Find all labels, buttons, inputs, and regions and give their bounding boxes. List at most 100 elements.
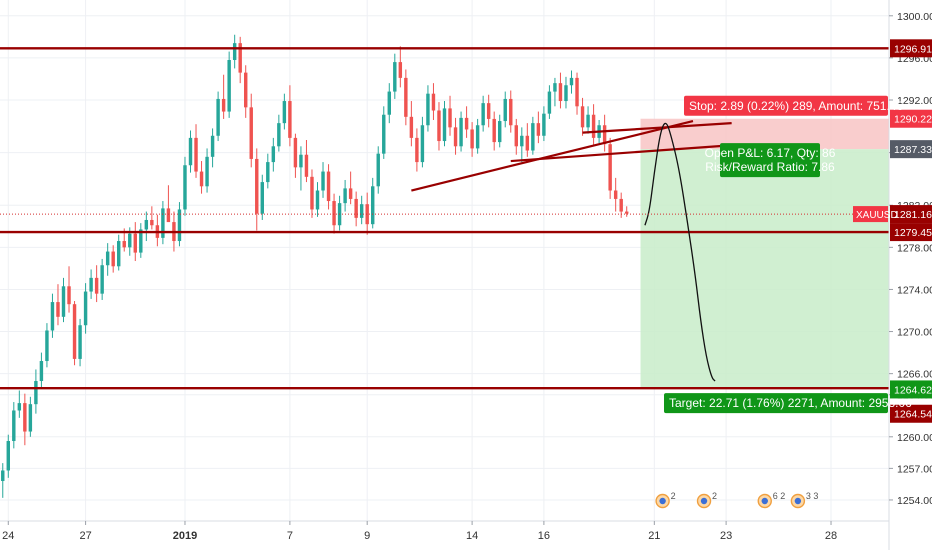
candle-body <box>409 116 414 138</box>
candle <box>365 192 369 235</box>
event-count: 2 <box>671 491 676 501</box>
candle-body <box>569 77 574 86</box>
candle-body <box>332 201 336 226</box>
event-marker[interactable]: 2 <box>655 491 676 509</box>
price-tick-label: 1274.00 <box>897 284 932 296</box>
candle-body <box>602 125 607 145</box>
candle-body <box>266 162 270 183</box>
candle-body <box>415 137 419 163</box>
candle-body <box>365 204 369 225</box>
candle <box>448 95 452 136</box>
candle <box>409 101 414 147</box>
candle <box>531 116 535 155</box>
trendline[interactable] <box>411 119 694 192</box>
candle-body <box>553 83 557 92</box>
candle <box>382 106 386 159</box>
candle <box>105 243 110 276</box>
candle <box>288 85 292 147</box>
target-info-box[interactable]: Target: 22.71 (1.76%) 2271, Amount: 2953… <box>664 393 912 414</box>
candle-body <box>199 171 204 187</box>
candle <box>94 265 99 303</box>
candle <box>78 318 82 367</box>
flag-icon <box>700 497 708 505</box>
candle <box>520 127 524 163</box>
candle-body <box>100 265 104 294</box>
candle <box>547 85 552 119</box>
candle-body <box>575 77 579 107</box>
candle-body <box>260 182 264 214</box>
candle <box>67 266 71 313</box>
candle-body <box>558 83 563 102</box>
candle-body <box>376 153 380 187</box>
flag-icon <box>794 497 802 505</box>
entry-price-label: 1287.33 <box>890 140 932 159</box>
candle <box>255 148 259 231</box>
projection-curve[interactable] <box>644 122 716 382</box>
pl-info-box[interactable]: Open P&L: 6.17, Qty: 86 Risk/Reward Rati… <box>705 143 836 178</box>
candle-body <box>78 325 82 359</box>
candle-body <box>282 101 287 124</box>
candle-body <box>304 154 309 177</box>
candle <box>315 182 320 217</box>
candle-body <box>205 156 209 187</box>
candle <box>376 146 380 194</box>
candle-body <box>591 114 596 138</box>
candle <box>348 171 353 205</box>
level-price-label: 1296.91 <box>890 39 932 58</box>
candle-body <box>348 188 353 199</box>
candle <box>271 137 276 172</box>
candle <box>542 106 546 142</box>
target-zone <box>640 149 889 389</box>
candle-body <box>586 114 590 128</box>
entry-price-label-text: 1287.33 <box>894 144 932 156</box>
candle <box>415 128 419 172</box>
event-marker[interactable]: 6 2 <box>757 491 785 509</box>
last-price-label-bg <box>890 205 932 224</box>
candle <box>464 106 469 138</box>
candle-body <box>359 204 364 218</box>
target-price-label-bg <box>890 380 932 399</box>
level-price-label-text: 1279.45 <box>894 227 932 239</box>
candle <box>398 46 403 88</box>
candle <box>249 93 253 168</box>
candle-body <box>210 135 215 157</box>
candle <box>602 114 607 152</box>
candle-body <box>420 125 425 163</box>
candle-body <box>398 62 403 78</box>
candle <box>23 393 27 446</box>
candle-body <box>542 113 546 136</box>
candle-body <box>144 219 149 230</box>
candle-body <box>326 171 331 202</box>
event-marker[interactable]: 2 <box>696 491 718 509</box>
event-marker[interactable]: 3 3 <box>790 491 818 509</box>
candle <box>580 97 585 136</box>
stop-info-box[interactable]: Stop: 2.89 (0.22%) 289, Amount: 751.46 <box>684 95 903 116</box>
candle <box>244 65 248 118</box>
trendlines[interactable] <box>411 119 732 192</box>
candle <box>216 91 220 142</box>
risk-reward-text: Risk/Reward Ratio: 7.86 <box>705 160 835 174</box>
level-price-label-bg <box>890 223 932 242</box>
candle-body <box>161 208 165 238</box>
candle-body <box>393 62 397 92</box>
candle-body <box>453 127 458 147</box>
candle-body <box>470 129 474 149</box>
candle-body <box>105 251 110 266</box>
candle-body <box>183 165 187 210</box>
candle <box>277 114 281 152</box>
time-tick-label: 27 <box>79 530 91 542</box>
time-axis[interactable]: 24 27 2019 7 9 14 16 21 23 28 <box>2 521 837 542</box>
candle-body <box>94 277 99 294</box>
candle-body <box>315 190 320 210</box>
trendline[interactable] <box>582 122 732 134</box>
candle <box>536 111 541 144</box>
candle-body <box>475 125 480 149</box>
candle <box>227 51 231 118</box>
trendline[interactable] <box>510 144 732 163</box>
time-tick-label: 7 <box>287 530 293 542</box>
candle <box>459 111 463 152</box>
stop-price-label: 1290.22 <box>890 109 932 128</box>
level-lines[interactable] <box>0 47 889 390</box>
